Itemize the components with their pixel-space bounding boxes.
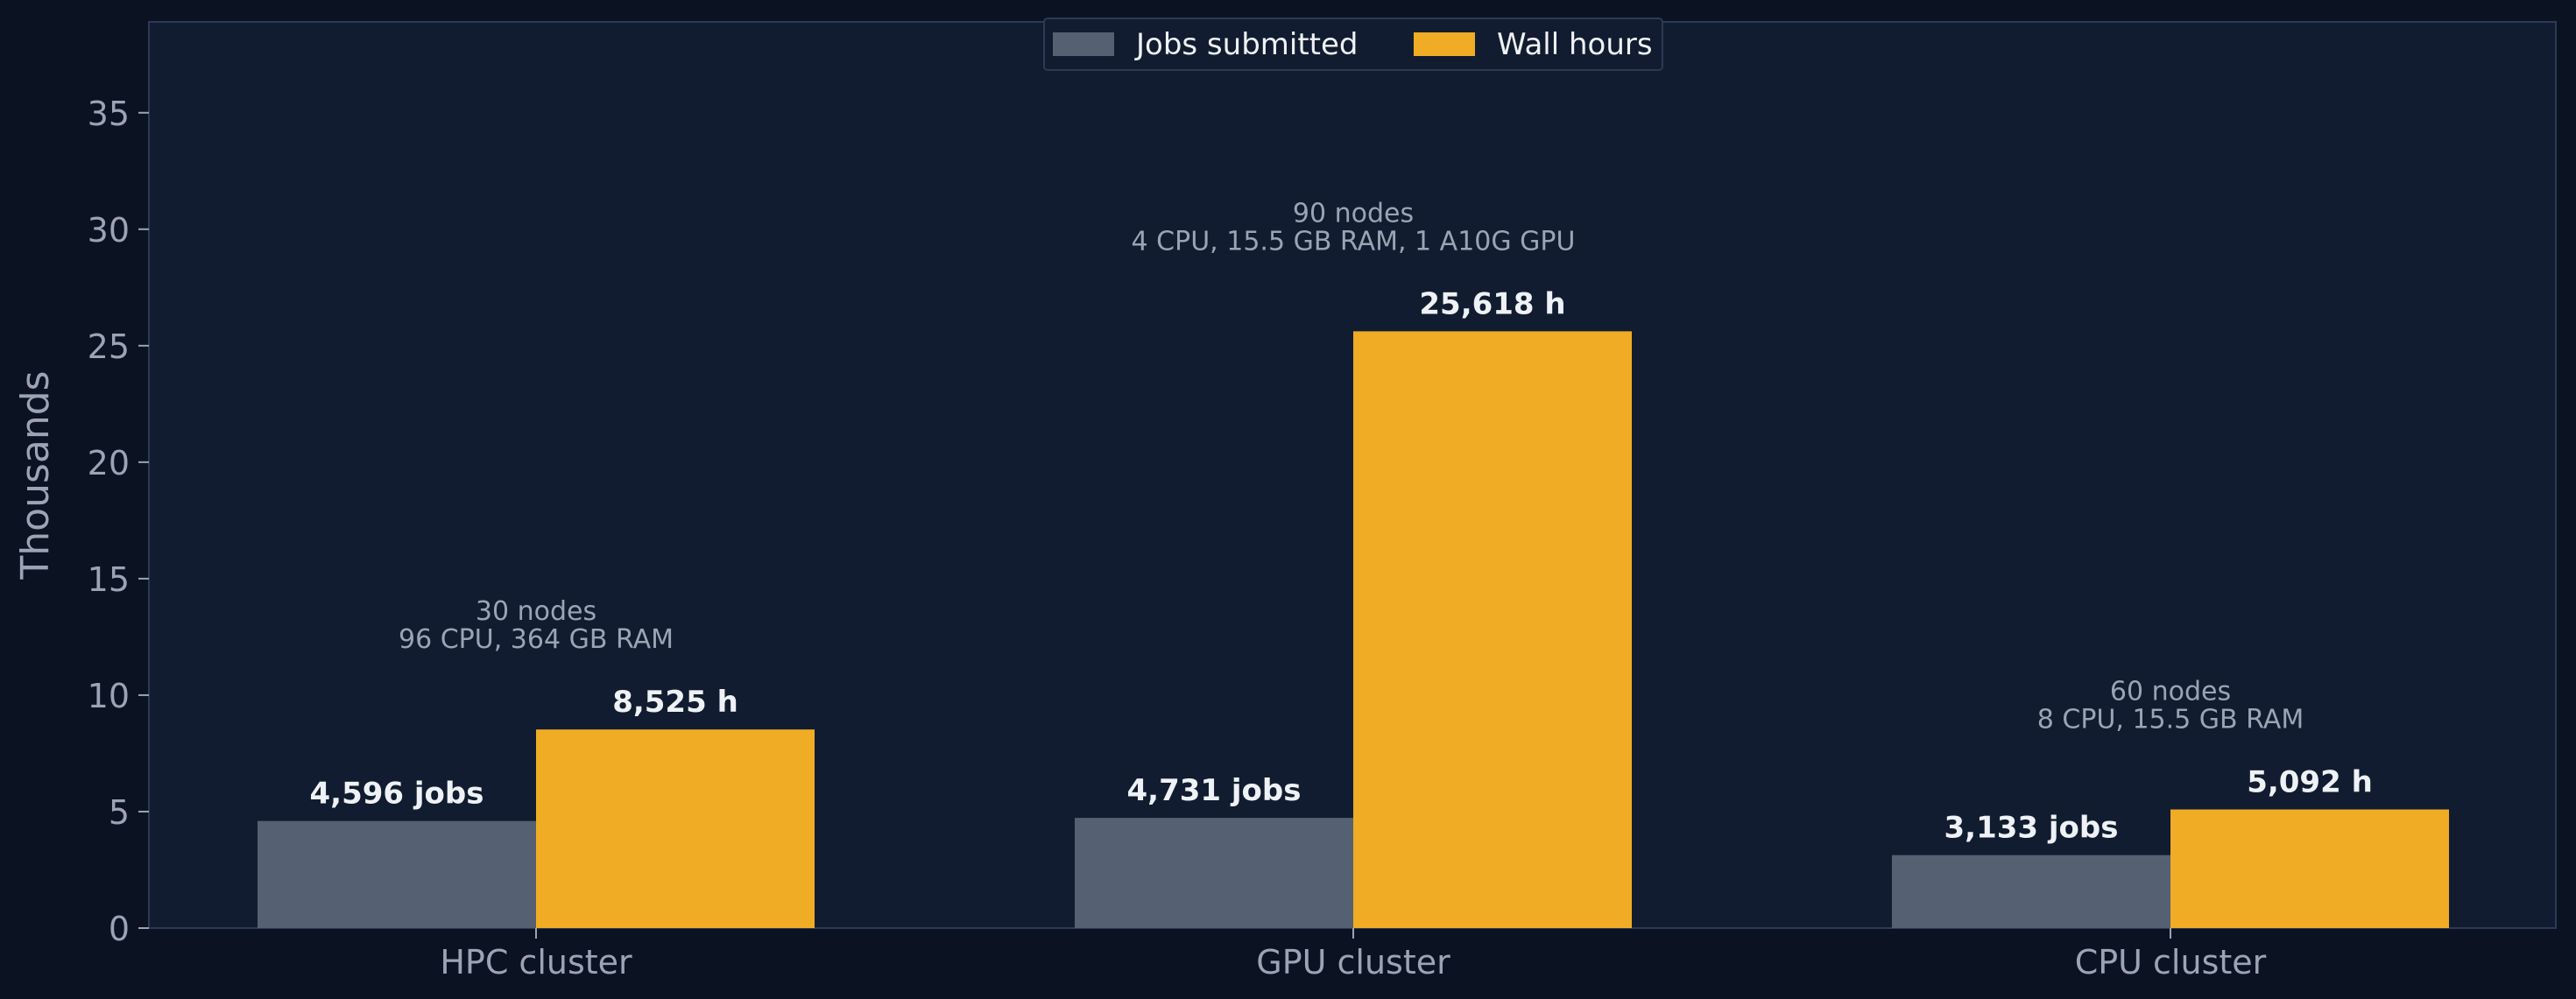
x-tick-label: HPC cluster bbox=[440, 943, 632, 981]
y-tick-label: 35 bbox=[88, 95, 130, 133]
y-tick-label: 25 bbox=[88, 327, 130, 366]
bar bbox=[536, 729, 815, 928]
bar bbox=[2170, 809, 2449, 928]
y-axis: 0 5 10 15 20 25 30 35 bbox=[88, 22, 150, 948]
legend-label: Wall hours bbox=[1497, 27, 1653, 62]
x-tick-label: GPU cluster bbox=[1256, 943, 1450, 981]
y-tick-label: 10 bbox=[88, 677, 130, 715]
y-tick-label: 30 bbox=[88, 211, 130, 250]
bar bbox=[1353, 331, 1632, 928]
bar-value-label: 3,133 jobs bbox=[1944, 811, 2119, 846]
y-tick-label: 15 bbox=[88, 560, 130, 599]
bar-labels: 4,596 jobs 4,731 jobs 3,133 jobs 8,525 h 25,… bbox=[310, 286, 2373, 845]
legend-swatch bbox=[1414, 32, 1475, 56]
bar bbox=[1892, 855, 2170, 928]
bar-value-label: 25,618 h bbox=[1419, 286, 1565, 321]
bar-value-label: 8,525 h bbox=[612, 685, 738, 720]
bar-value-label: 4,731 jobs bbox=[1127, 773, 1302, 808]
y-tick-label: 5 bbox=[109, 793, 130, 832]
cluster-spec-annotation: 30 nodes bbox=[476, 596, 596, 627]
legend-label: Jobs submitted bbox=[1134, 27, 1359, 62]
legend-box bbox=[1043, 18, 1663, 71]
bar bbox=[1075, 818, 1353, 928]
bars bbox=[258, 331, 2449, 928]
cluster-spec-annotation: 60 nodes bbox=[2110, 677, 2231, 707]
bar-value-label: 5,092 h bbox=[2247, 765, 2373, 800]
legend: Jobs submitted Wall hours bbox=[1043, 18, 1663, 71]
bar-value-label: 4,596 jobs bbox=[310, 777, 484, 812]
bar bbox=[258, 820, 536, 928]
y-tick-label: 20 bbox=[88, 444, 130, 482]
cluster-spec-annotation: 96 CPU, 364 GB RAM bbox=[399, 624, 674, 655]
cluster-spec-annotation: 90 nodes bbox=[1293, 198, 1414, 229]
x-tick-label: CPU cluster bbox=[2075, 943, 2267, 981]
cluster-spec-annotation: 4 CPU, 15.5 GB RAM, 1 A10G GPU bbox=[1132, 226, 1576, 257]
cluster-spec-annotation: 8 CPU, 15.5 GB RAM bbox=[2037, 705, 2304, 735]
y-axis-label: Thousands bbox=[13, 370, 58, 580]
plot-area bbox=[148, 21, 2557, 929]
y-tick-label: 0 bbox=[109, 910, 130, 948]
legend-swatch bbox=[1053, 32, 1114, 56]
